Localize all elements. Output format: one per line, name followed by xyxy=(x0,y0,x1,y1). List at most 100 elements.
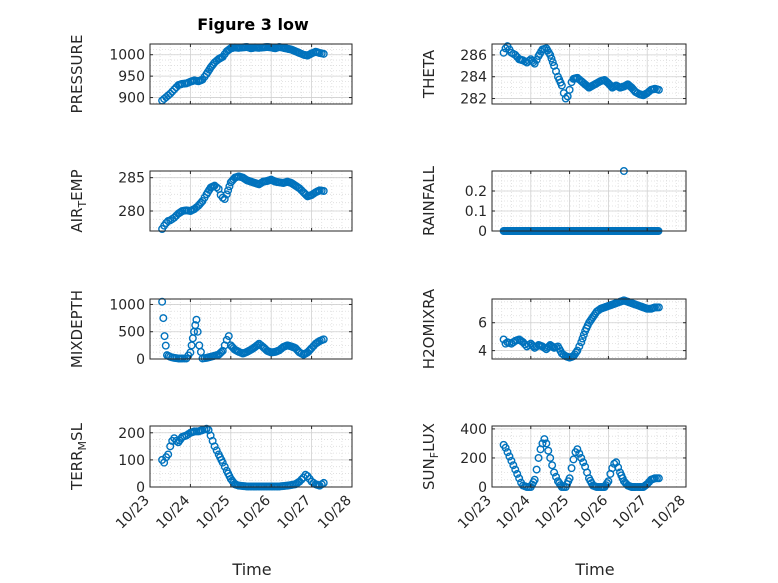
data-point xyxy=(170,213,179,222)
data-point xyxy=(654,474,663,483)
x-axis-label-right: Time xyxy=(574,560,614,579)
y-tick-label: 200 xyxy=(118,426,145,442)
y-tick-label: 282 xyxy=(460,92,487,108)
data-point xyxy=(212,446,221,455)
y-tick-label: 0.1 xyxy=(465,204,487,220)
subplot-rainfall: 0 0.1 0.2 RAINFALL xyxy=(420,165,687,240)
axes-box xyxy=(149,425,353,488)
data-point xyxy=(546,453,555,462)
data-point xyxy=(532,465,541,474)
data-point xyxy=(654,303,663,312)
data-point xyxy=(515,474,524,483)
axes-box xyxy=(149,170,353,232)
x-tick-label: 10/24 xyxy=(153,492,193,532)
y-axis-label: H2OMIXRA xyxy=(420,288,438,369)
subplot-mixdepth: 0 500 1000 MIXDEPTH xyxy=(68,290,353,368)
data-point xyxy=(501,44,510,53)
data-point xyxy=(579,458,588,467)
axes-box xyxy=(149,298,353,360)
data-point xyxy=(501,339,510,348)
data-point xyxy=(565,85,574,94)
data-point xyxy=(503,448,512,457)
data-point xyxy=(567,464,576,473)
data-point xyxy=(210,442,219,451)
data-point xyxy=(573,445,582,454)
y-axis-label: THETA xyxy=(420,49,438,99)
data-point xyxy=(170,85,179,94)
y-axis-label: RAINFALL xyxy=(420,165,438,236)
data-point xyxy=(548,58,557,67)
data-point xyxy=(161,341,170,350)
x-tick-label: 10/24 xyxy=(494,492,534,532)
data-point xyxy=(540,435,549,444)
y-axis-label: PRESSURE xyxy=(68,35,86,114)
data-point xyxy=(319,335,328,344)
data-point xyxy=(307,344,316,353)
y-tick-label: 950 xyxy=(118,69,145,85)
axes-box xyxy=(491,170,687,232)
data-point xyxy=(579,330,588,339)
data-point xyxy=(569,455,578,464)
data-point xyxy=(575,342,584,351)
data-point xyxy=(552,472,561,481)
y-tick-label: 200 xyxy=(460,451,487,467)
data-point xyxy=(534,453,543,462)
data-point xyxy=(191,321,200,330)
data-point xyxy=(217,348,226,357)
data-point xyxy=(544,446,553,455)
data-point xyxy=(222,190,231,199)
data-point xyxy=(578,334,587,343)
x-tick-label: 10/25 xyxy=(533,493,573,533)
data-point xyxy=(532,342,541,351)
data-point xyxy=(550,468,559,477)
data-point xyxy=(546,50,555,59)
x-tick-label: 10/25 xyxy=(194,493,234,533)
x-tick-label: 10/27 xyxy=(275,493,315,533)
x-tick-label: 10/26 xyxy=(571,492,611,532)
axes-box xyxy=(491,43,687,105)
data-point xyxy=(577,338,586,347)
data-point xyxy=(224,186,233,195)
data-point xyxy=(212,183,221,192)
data-point xyxy=(547,54,556,63)
data-point xyxy=(193,327,202,336)
data-point xyxy=(612,458,621,467)
x-tick-label: 10/23 xyxy=(113,493,153,533)
data-point xyxy=(218,458,227,467)
data-point xyxy=(222,335,231,344)
axes-box xyxy=(491,298,687,360)
data-point xyxy=(608,464,617,473)
data-point xyxy=(577,453,586,462)
y-tick-label: 4 xyxy=(478,344,487,360)
data-point xyxy=(158,297,167,306)
y-tick-label: 0 xyxy=(478,480,487,496)
data-point xyxy=(511,465,520,474)
y-tick-label: 6 xyxy=(478,316,487,332)
data-point xyxy=(295,477,304,486)
x-axis-label-left: Time xyxy=(231,560,271,579)
figure-title: Figure 3 low xyxy=(197,15,309,34)
data-point xyxy=(295,184,304,193)
data-point xyxy=(319,186,328,195)
x-tick-label: 10/28 xyxy=(649,493,689,533)
y-tick-label: 0 xyxy=(478,224,487,240)
axes-box xyxy=(149,43,353,105)
data-point xyxy=(565,474,574,483)
data-point xyxy=(220,462,229,471)
data-point xyxy=(573,346,582,355)
y-tick-label: 900 xyxy=(118,91,145,107)
data-point xyxy=(511,50,520,59)
data-point xyxy=(530,475,539,484)
data-point xyxy=(192,315,201,324)
data-point xyxy=(572,348,581,357)
subplot-terr-msl: 10/23 10/24 10/25 10/26 10/27 10/28 0 100 200 TER… xyxy=(68,422,355,532)
data-point xyxy=(168,87,177,96)
data-point xyxy=(319,49,328,58)
y-tick-label: 1000 xyxy=(109,48,145,64)
x-tick-label: 10/28 xyxy=(315,493,355,533)
data-point xyxy=(538,439,547,448)
data-point xyxy=(505,452,514,461)
data-point xyxy=(224,332,233,341)
